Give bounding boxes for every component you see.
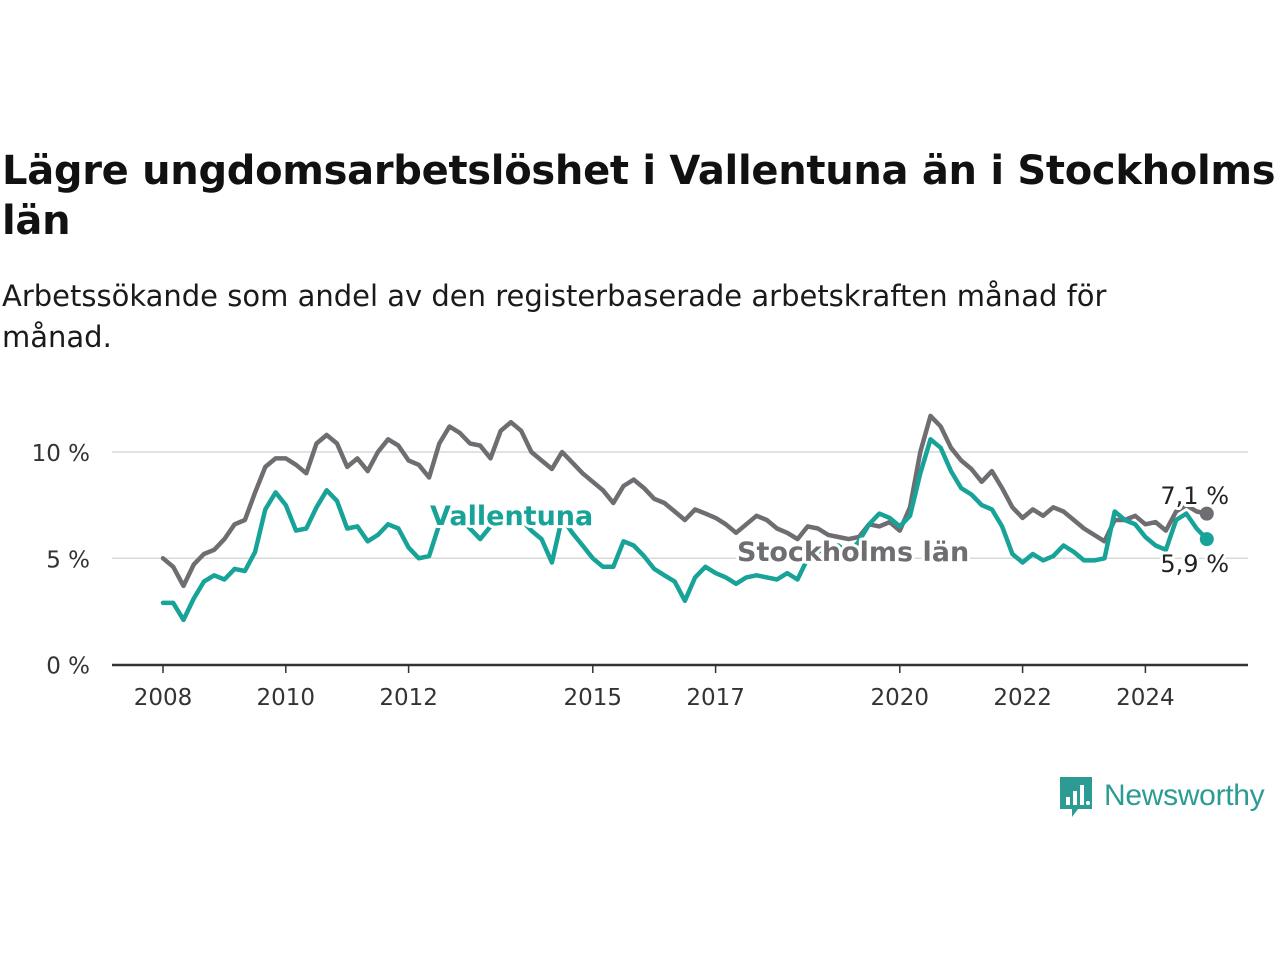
series-line-vallentuna bbox=[160, 437, 1210, 623]
newsworthy-logo-icon bbox=[1060, 777, 1092, 817]
newsworthy-logo: Newsworthy bbox=[1058, 772, 1265, 820]
series-label-vallentuna: Vallentuna bbox=[430, 501, 593, 532]
end-point-stockholms-l-n bbox=[1199, 506, 1214, 521]
x-axis-ticks: 2008 2010 2012 2015 2017 2020 2022 2024 bbox=[134, 665, 1175, 711]
series-label-stockholms-lan: Stockholms län bbox=[737, 537, 969, 568]
x-tick-label: 2017 bbox=[686, 685, 745, 711]
x-tick-label: 2012 bbox=[379, 685, 438, 711]
chart-title: Lägre ungdomsarbetslöshet i Vallentuna ä… bbox=[2, 148, 1276, 244]
y-tick-label: 10 % bbox=[32, 441, 90, 467]
x-tick-label: 2020 bbox=[871, 685, 930, 711]
newsworthy-logo-text: Newsworthy bbox=[1104, 779, 1265, 812]
series-line-stockholms-l-n bbox=[160, 413, 1210, 589]
end-value-label-vallentuna: 5,9 % bbox=[1160, 550, 1229, 578]
end-value-label-stockholms-lan: 7,1 % bbox=[1160, 482, 1229, 510]
end-point-vallentuna bbox=[1199, 532, 1214, 547]
gridlines bbox=[112, 451, 1248, 667]
series-labels: Vallentuna Stockholms län 7,1 % 5,9 % bbox=[427, 479, 1232, 581]
x-tick-label: 2015 bbox=[564, 685, 623, 711]
series-lines bbox=[160, 413, 1214, 623]
x-tick-label: 2010 bbox=[257, 685, 316, 711]
y-axis-ticks: 0 % 5 % 10 % bbox=[32, 441, 90, 680]
y-tick-label: 5 % bbox=[46, 547, 90, 573]
x-tick-label: 2008 bbox=[134, 685, 193, 711]
x-tick-label: 2024 bbox=[1116, 685, 1175, 711]
chart-subtitle: Arbetssökande som andel av den registerb… bbox=[2, 279, 1107, 354]
y-tick-label: 0 % bbox=[46, 654, 90, 680]
x-tick-label: 2022 bbox=[993, 685, 1052, 711]
line-chart: 0 %5 %10 % 2008 2010 2012 2015 2017 2020 2022 2… bbox=[32, 413, 1248, 711]
